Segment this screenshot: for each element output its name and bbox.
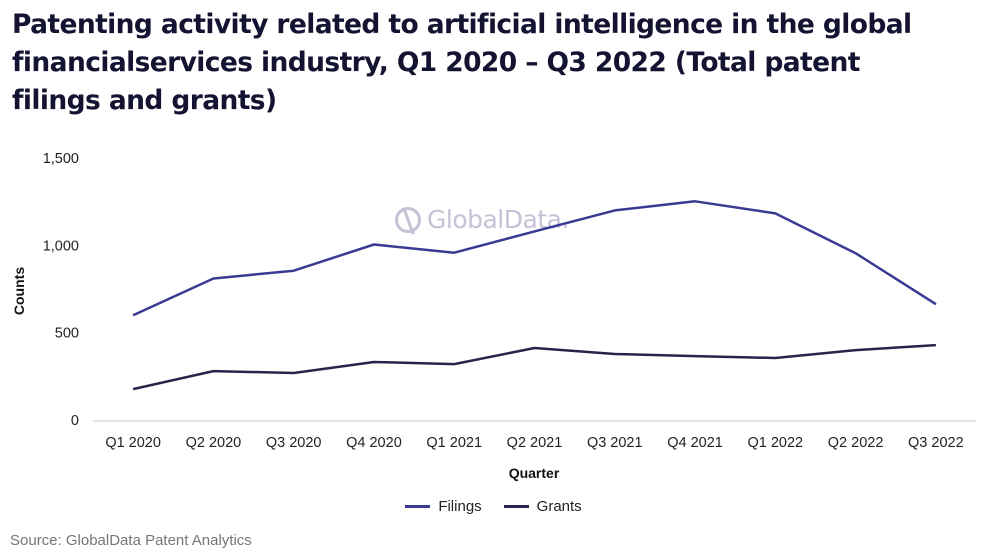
x-tick-label: Q2 2022 <box>828 435 884 451</box>
y-tick-label: 1,500 <box>43 151 79 167</box>
x-tick-label: Q1 2021 <box>426 435 482 451</box>
source-note: Source: GlobalData Patent Analytics <box>10 532 252 549</box>
x-axis-ticks: Q1 2020 Q2 2020 Q3 2020 Q4 2020 Q1 2021 Q2 20… <box>105 435 963 451</box>
globaldata-logo-icon <box>395 206 421 233</box>
series-line-filings <box>132 200 937 317</box>
legend-item-grants[interactable]: Grants <box>503 498 582 515</box>
legend-line-icon <box>405 505 431 508</box>
y-tick-label: 0 <box>71 413 79 429</box>
x-tick-label: Q1 2022 <box>747 435 803 451</box>
chart-title: Patenting activity related to artificial… <box>12 9 912 116</box>
x-tick-label: Q4 2021 <box>667 435 723 451</box>
x-tick-label: Q1 2020 <box>105 435 161 451</box>
legend-line-icon <box>503 505 529 508</box>
x-tick-label: Q3 2022 <box>908 435 964 451</box>
y-tick-label: 500 <box>55 326 79 342</box>
x-tick-label: Q4 2020 <box>346 435 402 451</box>
y-axis-ticks: 0 500 1,000 1,500 <box>43 151 79 429</box>
legend-label: Grants <box>536 498 582 515</box>
y-axis-title: Counts <box>11 267 27 315</box>
legend: Filings Grants <box>0 498 987 515</box>
x-axis-title: Quarter <box>509 465 560 481</box>
y-tick-label: 1,000 <box>43 238 79 254</box>
legend-label: Filings <box>438 498 482 515</box>
x-tick-label: Q3 2021 <box>587 435 643 451</box>
x-tick-label: Q2 2020 <box>186 435 242 451</box>
series-line-grants <box>132 343 936 391</box>
x-tick-label: Q3 2020 <box>266 435 322 451</box>
legend-item-filings[interactable]: Filings <box>405 498 482 515</box>
x-tick-label: Q2 2021 <box>507 435 563 451</box>
series-lines <box>132 200 937 391</box>
